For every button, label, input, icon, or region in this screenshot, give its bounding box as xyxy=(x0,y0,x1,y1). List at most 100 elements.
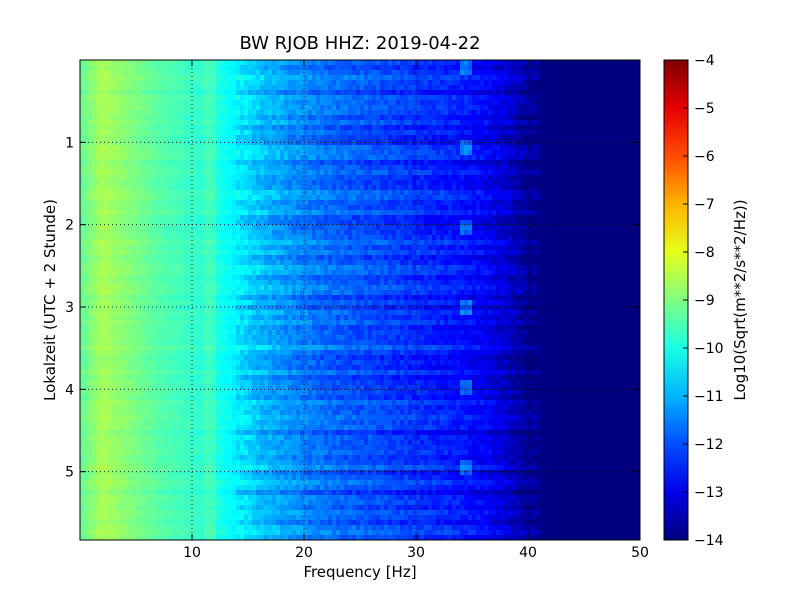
heatmap-cell xyxy=(264,90,269,96)
heatmap-cell xyxy=(628,115,633,121)
heatmap-cell xyxy=(216,160,221,166)
heatmap-cell xyxy=(584,70,589,76)
heatmap-cell xyxy=(620,75,625,81)
heatmap-cell xyxy=(488,130,493,136)
heatmap-cell xyxy=(288,195,293,201)
heatmap-cell xyxy=(220,75,225,81)
heatmap-cell xyxy=(520,145,525,151)
heatmap-cell xyxy=(296,160,301,166)
heatmap-cell xyxy=(628,190,633,196)
heatmap-cell xyxy=(368,105,373,111)
heatmap-cell xyxy=(584,125,589,131)
heatmap-cell xyxy=(180,85,185,91)
heatmap-cell xyxy=(616,175,621,181)
heatmap-cell xyxy=(212,185,217,191)
heatmap-cell xyxy=(284,145,289,151)
heatmap-cell xyxy=(524,60,529,66)
heatmap-cell xyxy=(512,200,517,206)
heatmap-cell xyxy=(364,135,369,141)
heatmap-cell xyxy=(560,65,565,71)
heatmap-cell xyxy=(84,155,89,161)
heatmap-cell xyxy=(520,95,525,101)
heatmap-cell xyxy=(276,125,281,131)
heatmap-cell xyxy=(516,110,521,116)
heatmap-cell xyxy=(276,165,281,171)
heatmap-cell xyxy=(160,65,165,71)
heatmap-cell xyxy=(396,60,401,66)
heatmap-cell xyxy=(592,70,597,76)
heatmap-cell xyxy=(436,90,441,96)
heatmap-cell xyxy=(212,210,217,216)
heatmap-cell xyxy=(268,215,273,221)
heatmap-cell xyxy=(268,205,273,211)
heatmap-cell xyxy=(232,60,237,66)
heatmap-cell xyxy=(320,220,325,226)
heatmap-cell xyxy=(244,140,249,146)
heatmap-cell xyxy=(192,60,197,66)
heatmap-cell xyxy=(232,165,237,171)
heatmap-cell xyxy=(84,65,89,71)
heatmap-cell xyxy=(540,180,545,186)
heatmap-cell xyxy=(256,130,261,136)
heatmap-cell xyxy=(320,130,325,136)
heatmap-cell xyxy=(472,60,477,66)
heatmap-cell xyxy=(364,195,369,201)
heatmap-cell xyxy=(200,90,205,96)
heatmap-cell xyxy=(384,110,389,116)
heatmap-cell xyxy=(472,145,477,151)
heatmap-cell xyxy=(340,210,345,216)
heatmap-cell xyxy=(104,70,109,76)
heatmap-cell xyxy=(112,100,117,106)
heatmap-cell xyxy=(452,65,457,71)
heatmap-cell xyxy=(440,155,445,161)
heatmap-cell xyxy=(280,235,285,241)
heatmap-cell xyxy=(432,140,437,146)
heatmap-cell xyxy=(556,205,561,211)
heatmap-cell xyxy=(84,215,89,221)
heatmap-cell xyxy=(468,105,473,111)
heatmap-cell xyxy=(620,145,625,151)
heatmap-cell xyxy=(468,195,473,201)
heatmap-cell xyxy=(356,170,361,176)
heatmap-cell xyxy=(168,145,173,151)
heatmap-cell xyxy=(420,105,425,111)
heatmap-cell xyxy=(600,100,605,106)
heatmap-cell xyxy=(232,65,237,71)
heatmap-cell xyxy=(304,115,309,121)
heatmap-cell xyxy=(628,225,633,231)
heatmap-cell xyxy=(544,140,549,146)
heatmap-cell xyxy=(420,165,425,171)
heatmap-cell xyxy=(452,120,457,126)
heatmap-cell xyxy=(216,130,221,136)
heatmap-cell xyxy=(152,120,157,126)
heatmap-cell xyxy=(176,75,181,81)
heatmap-cell xyxy=(132,215,137,221)
heatmap-cell xyxy=(268,135,273,141)
heatmap-cell xyxy=(536,110,541,116)
heatmap-cell xyxy=(116,110,121,116)
heatmap-cell xyxy=(324,175,329,181)
heatmap-cell xyxy=(124,85,129,91)
heatmap-cell xyxy=(612,115,617,121)
heatmap-cell xyxy=(580,195,585,201)
heatmap-cell xyxy=(624,80,629,86)
heatmap-cell xyxy=(300,230,305,236)
heatmap-cell xyxy=(404,150,409,156)
heatmap-cell xyxy=(212,120,217,126)
heatmap-cell xyxy=(352,165,357,171)
heatmap-cell xyxy=(416,130,421,136)
heatmap-cell xyxy=(380,120,385,126)
heatmap-cell xyxy=(596,130,601,136)
heatmap-cell xyxy=(128,195,133,201)
heatmap-cell xyxy=(240,210,245,216)
heatmap-cell xyxy=(128,110,133,116)
heatmap-cell xyxy=(416,180,421,186)
heatmap-cell xyxy=(436,110,441,116)
heatmap-cell xyxy=(236,160,241,166)
heatmap-cell xyxy=(556,185,561,191)
heatmap-cell xyxy=(600,150,605,156)
heatmap-cell xyxy=(552,200,557,206)
heatmap-cell xyxy=(184,220,189,226)
heatmap-cell xyxy=(152,80,157,86)
heatmap-cell xyxy=(312,120,317,126)
